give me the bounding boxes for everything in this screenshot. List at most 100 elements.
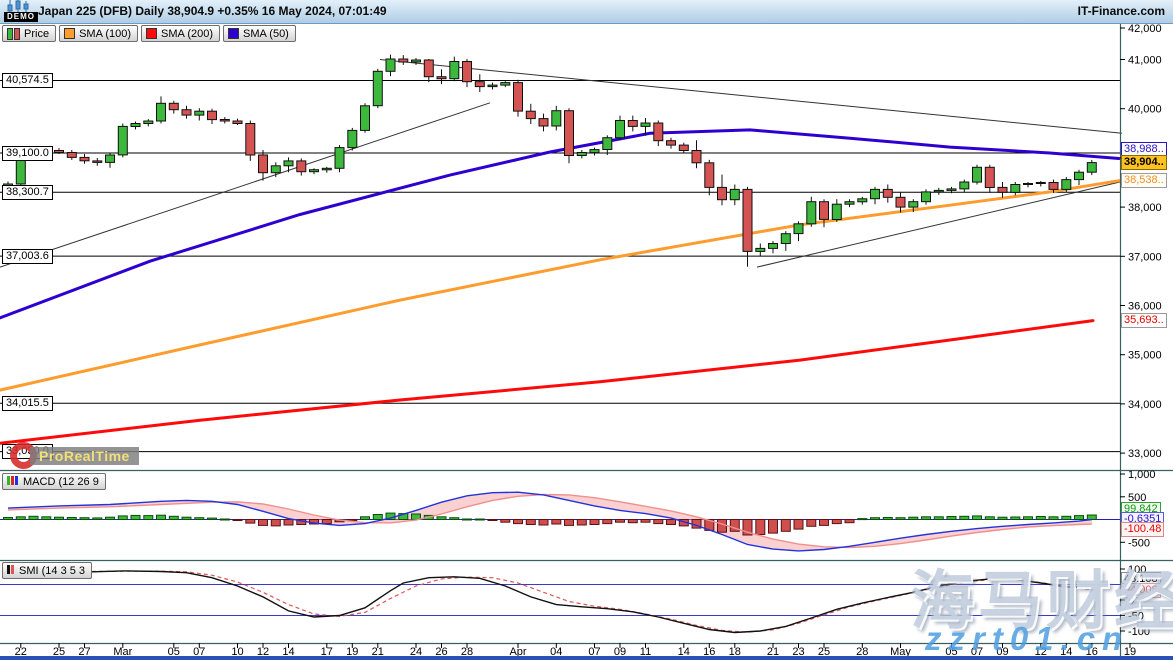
- candle: [500, 82, 511, 86]
- macd-histogram-bar: [666, 519, 676, 525]
- macd-histogram-bar: [1010, 516, 1021, 520]
- trendline[interactable]: [0, 102, 491, 268]
- macd-histogram-bar: [806, 519, 817, 527]
- sma50-line[interactable]: [0, 128, 1121, 320]
- macd-histogram-bar: [538, 519, 549, 526]
- candle: [564, 110, 574, 156]
- macd-histogram-bar: [1074, 515, 1084, 520]
- level-label[interactable]: 34,015.5: [2, 395, 53, 411]
- candle: [130, 123, 141, 127]
- candle: [806, 201, 817, 225]
- candle: [589, 149, 600, 154]
- macd-histogram-bar: [589, 519, 600, 525]
- macd-histogram-bar: [882, 517, 893, 520]
- macd-histogram-bar: [959, 515, 970, 520]
- level-label[interactable]: 39,100.0: [2, 145, 53, 161]
- instrument-title: Japan 225 (DFB) Daily 38,904.9 +0.35% 16…: [38, 4, 387, 18]
- macd-histogram-bar: [627, 519, 638, 524]
- macd-histogram-bar: [474, 518, 485, 521]
- macd-histogram-bar: [232, 519, 243, 521]
- candle: [156, 102, 166, 122]
- macd-histogram-bar: [360, 516, 370, 520]
- x-tick-label: 26: [435, 646, 447, 658]
- macd-histogram-bar: [143, 515, 154, 520]
- smi-signal-line: [7, 570, 1092, 633]
- candle: [946, 188, 957, 191]
- macd-histogram-bar: [933, 516, 944, 520]
- axis-tick-label: 500: [1128, 492, 1146, 504]
- candle: [54, 150, 64, 153]
- x-tick-label: 10: [231, 646, 243, 658]
- macd-histogram-bar: [66, 517, 77, 520]
- demo-badge: DEMO: [4, 12, 38, 22]
- candle: [1048, 182, 1059, 190]
- macd-histogram-bar: [500, 519, 511, 523]
- legend-sma100-label: SMA (100): [79, 27, 132, 40]
- legend-sma200-label: SMA (200): [161, 27, 213, 40]
- legend-item-price[interactable]: Price: [2, 25, 57, 42]
- macd-histogram-bar: [436, 516, 447, 520]
- macd-histogram-bar: [28, 515, 39, 520]
- x-tick-label: 19: [1124, 646, 1136, 658]
- value-label: 34.008: [1121, 582, 1161, 598]
- x-tick-label: 09: [614, 646, 626, 658]
- legend-item-sma200[interactable]: SMA (200): [141, 25, 220, 42]
- macd-histogram-bar: [793, 519, 804, 530]
- candle: [423, 59, 434, 78]
- macd-indicator-chip[interactable]: MACD (12 26 9: [2, 473, 106, 490]
- candle: [870, 188, 880, 200]
- prorealtime-watermark: ProRealTime: [30, 447, 139, 465]
- x-tick-label: 04: [550, 646, 562, 658]
- candle: [270, 165, 281, 174]
- macd-histogram-bar: [576, 519, 587, 526]
- candle: [92, 160, 103, 163]
- x-tick-label: 25: [818, 646, 830, 658]
- candle: [436, 76, 447, 80]
- candle: [1010, 184, 1021, 193]
- x-tick-label: 09: [996, 646, 1008, 658]
- candle: [232, 120, 243, 124]
- legend-item-sma100[interactable]: SMA (100): [59, 25, 139, 42]
- macd-histogram-bar: [207, 517, 217, 520]
- axis-tick-label: 35,000: [1128, 350, 1162, 362]
- macd-histogram-bar: [15, 516, 26, 520]
- x-tick-label: 14: [282, 646, 294, 658]
- macd-histogram-bar: [525, 519, 536, 525]
- sma200-line[interactable]: [0, 319, 1095, 445]
- candle: [717, 186, 727, 201]
- candle: [972, 166, 982, 183]
- candles-logo-icon: [7, 0, 29, 13]
- level-label[interactable]: 37,003.6: [2, 248, 53, 264]
- candle: [525, 110, 536, 120]
- macd-histogram-bar: [41, 516, 52, 520]
- macd-histogram-bar: [156, 514, 166, 521]
- level-label[interactable]: 38,300.7: [2, 184, 53, 200]
- legend-price-label: Price: [24, 27, 50, 40]
- macd-histogram-bar: [946, 516, 957, 520]
- x-tick-label: May: [890, 646, 911, 658]
- candle: [105, 154, 115, 163]
- sma100-line[interactable]: [0, 179, 1121, 392]
- smi-indicator-chip[interactable]: SMI (14 3 5 3: [2, 562, 93, 579]
- candle: [321, 167, 332, 171]
- candle: [959, 181, 970, 190]
- value-label: 38,988..: [1121, 142, 1167, 157]
- trendline[interactable]: [756, 181, 1123, 268]
- candle: [704, 162, 715, 188]
- macd-histogram-bar: [105, 516, 115, 521]
- candle: [933, 189, 944, 193]
- candle: [768, 243, 778, 249]
- legend-item-sma50[interactable]: SMA (50): [223, 25, 296, 42]
- axis-tick-label: 38,000: [1128, 202, 1162, 214]
- x-tick-label: 17: [321, 646, 333, 658]
- trendline[interactable]: [379, 59, 1123, 134]
- x-tick-label: 21: [767, 646, 779, 658]
- level-label[interactable]: 40,574.5: [2, 72, 53, 88]
- x-tick-label: 05: [168, 646, 180, 658]
- macd-histogram-bar: [245, 519, 256, 524]
- x-tick-label: 27: [78, 646, 90, 658]
- x-tick-label: 28: [461, 646, 473, 658]
- axis-tick-label: 36,000: [1128, 301, 1162, 313]
- candle: [984, 166, 995, 189]
